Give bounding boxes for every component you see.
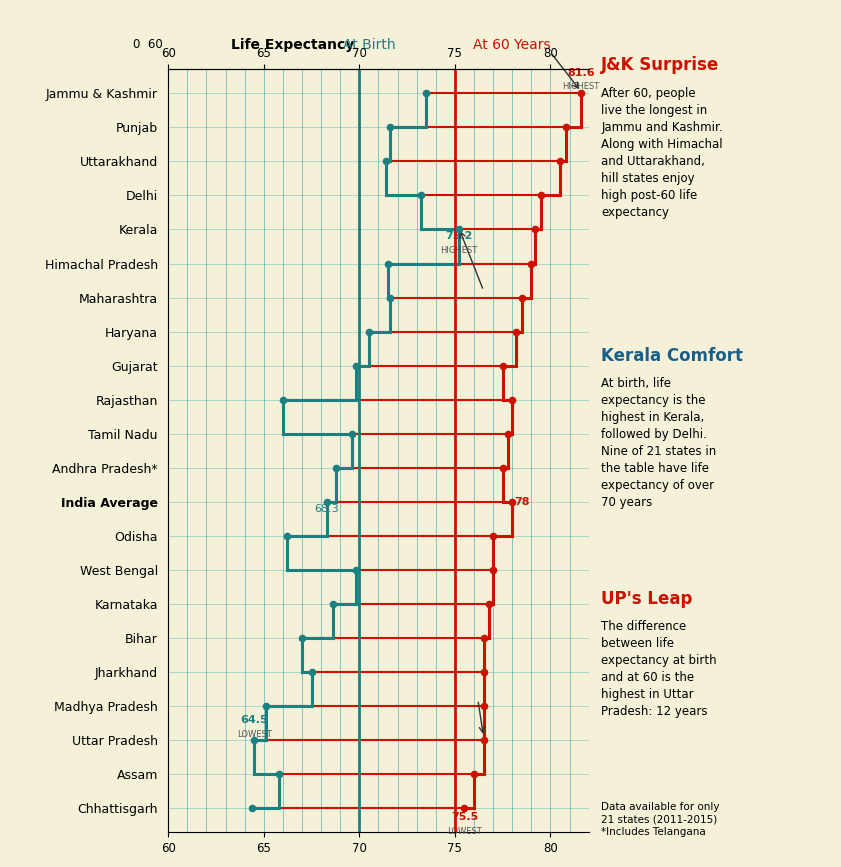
Text: At 60 Years: At 60 Years <box>473 38 551 52</box>
Text: After 60, people
live the longest in
Jammu and Kashmir.
Along with Himachal
and : After 60, people live the longest in Jam… <box>601 87 723 218</box>
Text: 64.5: 64.5 <box>241 715 268 725</box>
Text: HIGHEST: HIGHEST <box>440 246 478 256</box>
Text: Data available for only
21 states (2011-2015)
*Includes Telangana: Data available for only 21 states (2011-… <box>601 802 720 837</box>
Text: LOWEST: LOWEST <box>237 730 272 739</box>
Text: UP's Leap: UP's Leap <box>601 590 693 608</box>
Text: Life Expectancy: Life Expectancy <box>230 38 354 52</box>
Text: 75.5: 75.5 <box>451 812 478 822</box>
Text: 75.2: 75.2 <box>445 231 473 241</box>
Text: At birth, life
expectancy is the
highest in Kerala,
followed by Delhi.
Nine of 2: At birth, life expectancy is the highest… <box>601 377 717 509</box>
Text: 0  60: 0 60 <box>133 37 162 50</box>
Text: 68.3: 68.3 <box>315 504 339 513</box>
Text: 78: 78 <box>514 497 530 507</box>
Text: Kerala Comfort: Kerala Comfort <box>601 347 743 365</box>
Text: J&K Surprise: J&K Surprise <box>601 56 720 75</box>
Text: 81.6: 81.6 <box>567 68 595 78</box>
Text: HIGHEST: HIGHEST <box>563 82 600 92</box>
Text: LOWEST: LOWEST <box>447 827 482 836</box>
Text: The difference
between life
expectancy at birth
and at 60 is the
highest in Utta: The difference between life expectancy a… <box>601 620 717 718</box>
Text: At Birth: At Birth <box>342 38 395 52</box>
